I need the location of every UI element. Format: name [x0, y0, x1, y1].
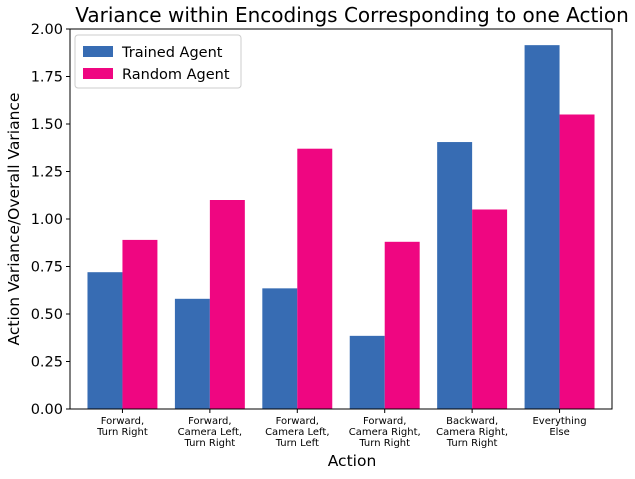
y-tick-label: 0.00 — [31, 402, 63, 418]
y-axis-label: Action Variance/Overall Variance — [5, 93, 23, 346]
x-tick-label: Backward, Camera Right, Turn Right — [436, 416, 508, 449]
bar-trained-agent-5 — [524, 45, 560, 410]
x-tick-label: Forward, Turn Right — [96, 416, 148, 438]
bar-random-agent-5 — [559, 114, 595, 409]
y-tick-label: 0.25 — [31, 355, 63, 371]
bar-trained-agent-2 — [262, 288, 298, 409]
y-tick-label: 0.75 — [31, 260, 63, 276]
ticks-layer: 0.00 0.25 0.50 0.75 1.00 1.25 1.50 1.75 2.00 Forw… — [31, 22, 587, 449]
bar-trained-agent-4 — [437, 142, 473, 410]
bar-random-agent-3 — [384, 241, 420, 409]
bar-random-agent-1 — [209, 200, 245, 409]
legend-swatch — [83, 46, 113, 57]
bar-random-agent-2 — [297, 148, 333, 409]
x-tick-label: Forward, Camera Left, Turn Left — [265, 416, 329, 449]
y-tick-label: 1.75 — [31, 70, 63, 86]
y-tick-label: 1.50 — [31, 117, 63, 133]
bar-trained-agent-0 — [87, 272, 123, 409]
chart-title: Variance within Encodings Corresponding … — [75, 3, 629, 27]
plot-area-frame — [69, 28, 613, 410]
legend-swatch — [83, 68, 113, 79]
x-tick-label: Forward, Camera Right, Turn Right — [349, 416, 421, 449]
bar-random-agent-4 — [472, 209, 508, 409]
y-tick-label: 1.25 — [31, 165, 63, 181]
y-tick-label: 0.50 — [31, 307, 63, 323]
bars-layer — [87, 45, 595, 410]
bar-random-agent-0 — [122, 239, 158, 409]
y-tick-label: 1.00 — [31, 212, 63, 228]
legend: Trained Agent Random Agent — [74, 34, 242, 89]
x-axis-label: Action — [328, 452, 377, 470]
legend-label: Random Agent — [122, 67, 230, 83]
y-tick-label: 2.00 — [31, 22, 63, 38]
bar-trained-agent-3 — [349, 335, 385, 409]
legend-box — [74, 34, 242, 89]
bar-trained-agent-1 — [174, 298, 210, 409]
x-tick-label: Everything Else — [532, 416, 586, 438]
legend-label: Trained Agent — [121, 45, 223, 61]
x-tick-label: Forward, Camera Left, Turn Right — [178, 416, 242, 449]
